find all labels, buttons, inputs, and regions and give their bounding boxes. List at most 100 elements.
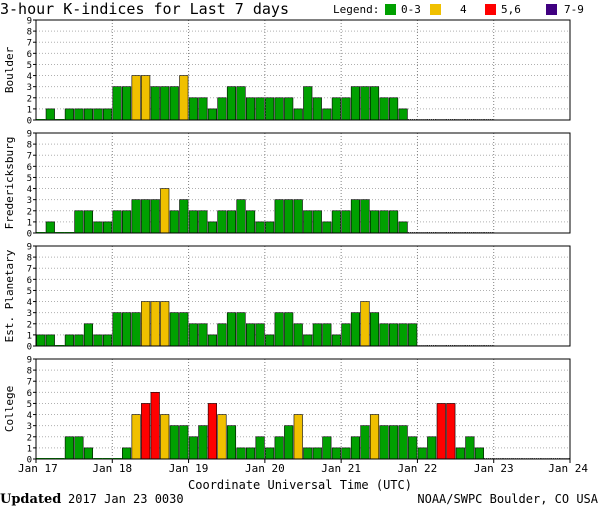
k-index-bar [312,447,322,460]
k-index-bar [150,392,160,460]
y-tick-label: 9 [27,243,32,253]
k-index-bar [369,210,380,234]
k-index-bar [236,199,246,234]
k-index-bar [255,221,265,234]
y-tick-label: 2 [27,320,32,330]
y-tick-label: 1 [27,218,32,228]
k-index-bar [160,301,170,347]
k-index-bar [245,447,256,460]
k-index-bar [141,199,151,234]
k-index-bar [303,210,313,234]
x-tick-label: Jan 22 [398,462,438,475]
k-index-bar [83,323,94,347]
k-index-bar [341,323,351,347]
k-index-bar [236,447,246,460]
k-index-bar [379,97,389,121]
k-index-bar [369,414,380,460]
x-tick-label: Jan 20 [245,462,285,475]
panel-frame [35,19,571,121]
k-index-bar [45,334,55,347]
y-tick-label: 8 [27,28,32,38]
k-index-bar [284,312,294,347]
k-index-bar [265,334,275,347]
y-tick-label: 4 [27,72,32,82]
y-tick-label: 9 [27,356,32,366]
y-tick-label: 3 [27,422,32,432]
k-index-bar [74,436,84,460]
k-index-bar [122,86,132,121]
k-index-bar [226,425,237,460]
k-index-bar [93,108,103,121]
k-index-bar [341,97,351,121]
x-tick-label: Jan 19 [169,462,209,475]
k-index-bar [265,447,275,460]
k-index-bar [369,312,380,347]
k-index-bar [293,199,303,234]
x-tick-label: Jan 24 [548,462,588,475]
k-index-bar [131,312,141,347]
y-tick-label: 7 [27,378,32,388]
y-tick-label: 2 [27,433,32,443]
k-index-bar [64,334,74,347]
k-index-bar [112,312,122,347]
k-index-bar [217,97,227,121]
k-index-bar [398,425,408,460]
panel-frame [35,245,571,347]
y-tick-label: 5 [27,174,32,184]
y-tick-label: 0 [27,117,32,127]
k-index-bar [331,97,341,121]
k-index-bar [312,97,322,121]
y-tick-label: 5 [27,400,32,410]
panels: 0123456789Boulder0123456789Fredericksbur… [3,17,571,466]
k-index-bar [389,425,399,460]
k-index-bar [141,75,151,121]
legend-swatch-4 [430,4,441,15]
y-tick-label: 5 [27,287,32,297]
panel-name: Fredericksburg [3,137,16,230]
y-tick-label: 6 [27,163,32,173]
k-index-bar [408,436,418,460]
k-index-bar [74,210,84,234]
k-index-bar [226,210,237,234]
k-index-bar [141,301,151,347]
y-tick-label: 3 [27,83,32,93]
legend-label-7-9: 7-9 [564,3,584,16]
k-index-bar [179,425,189,460]
k-index-bar [217,210,227,234]
k-index-bar [179,199,189,234]
k-index-bar [112,210,122,234]
k-index-bar [274,97,284,121]
y-tick-label: 8 [27,367,32,377]
legend-label: Legend: [333,3,379,16]
k-index-bar [160,86,170,121]
y-tick-label: 2 [27,94,32,104]
y-tick-label: 1 [27,444,32,454]
k-index-bar [312,323,322,347]
k-index-bar [293,323,303,347]
k-index-bar [379,323,389,347]
k-index-bar [150,86,160,121]
k-index-bar [45,221,55,234]
k-index-bar [122,312,132,347]
k-index-bar [160,188,170,234]
k-index-bar [350,312,361,347]
panel-frame [35,358,571,460]
panel-name: College [3,386,16,432]
k-index-bar [198,323,208,347]
k-index-bar [207,334,217,347]
k-index-bar [226,86,237,121]
y-tick-label: 6 [27,50,32,60]
k-index-bar [274,199,284,234]
k-index-bar [83,210,94,234]
k-index-bar [341,210,351,234]
k-index-bar [236,312,246,347]
k-index-bar [207,403,217,460]
k-index-bar [160,414,170,460]
k-index-bar [265,221,275,234]
k-index-bar [112,86,122,121]
x-tick-label: Jan 18 [92,462,132,475]
k-index-bar [131,75,141,121]
panel-frame [35,132,571,234]
